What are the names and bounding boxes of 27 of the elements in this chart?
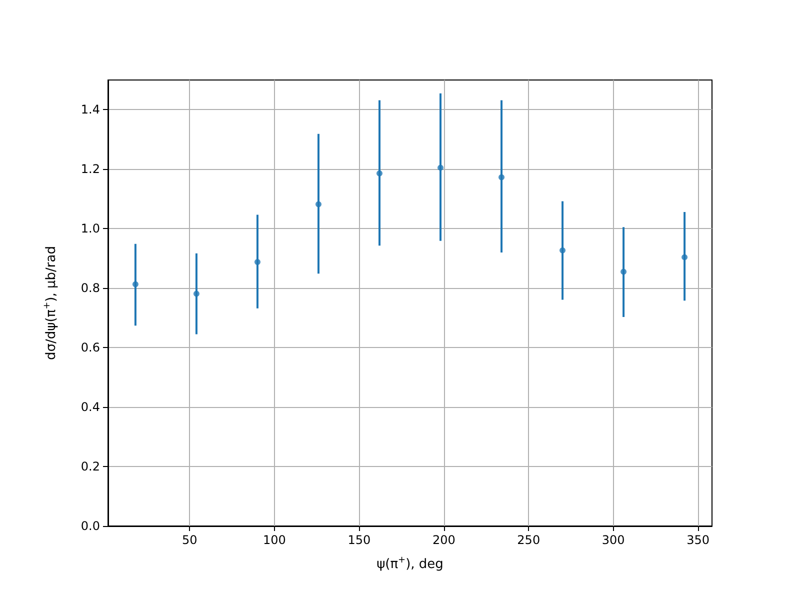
y-tick-label: 0.4 (80, 400, 100, 414)
point (315, 201, 322, 208)
point (132, 281, 138, 288)
y-tick-label: 1.0 (80, 222, 100, 236)
x-tick-label: 300 (602, 533, 625, 547)
y-tick-label: 1.2 (80, 162, 100, 176)
x-tick-label: 250 (517, 533, 540, 547)
x-tick-label: 200 (432, 533, 456, 547)
point (376, 170, 382, 176)
point (560, 247, 566, 254)
x-tick-label: 50 (182, 533, 198, 547)
x-tick-label: 150 (348, 533, 371, 547)
y-tick-label: 0.0 (80, 519, 100, 533)
y-tick-label: 0.8 (80, 281, 100, 296)
x-tick-label: 350 (686, 533, 710, 547)
y-tick-label: 1.4 (80, 102, 100, 117)
point (254, 258, 260, 265)
point (498, 174, 505, 180)
point (438, 164, 444, 171)
y-tick-label: 0.6 (80, 340, 100, 355)
x-axis-title: ψ(π+), deg (376, 556, 444, 572)
point (620, 268, 627, 275)
y-axis-title: dσ/dψ(π+), μb/rad (42, 246, 59, 360)
x-tick-label: 100 (262, 533, 286, 547)
point (682, 254, 688, 260)
point (193, 290, 200, 297)
y-tick-label: 0.2 (80, 460, 100, 474)
